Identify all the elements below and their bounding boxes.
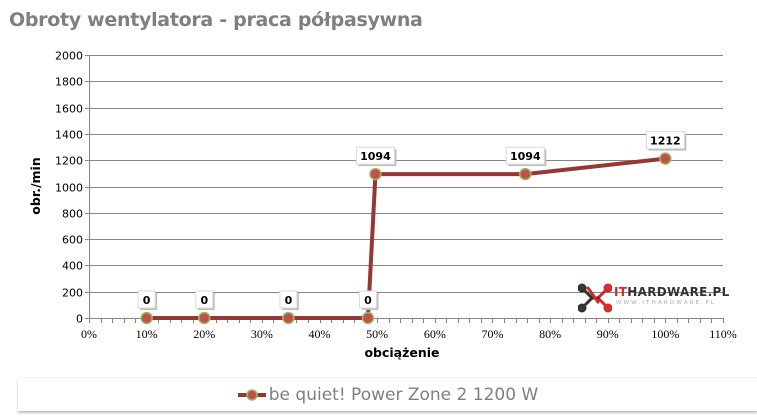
x-tick-label: 70%	[481, 327, 503, 341]
y-tick-label: 0	[76, 313, 83, 326]
ithardware-watermark: ITHARDWARE.PL WWW.ITHARDWARE.PL	[577, 282, 730, 314]
legend-series-label: be quiet! Power Zone 2 1200 W	[268, 384, 539, 405]
data-label: 1094	[510, 150, 541, 163]
series-line	[140, 152, 672, 325]
chart-title: Obroty wentylatora - praca półpasywna	[9, 9, 423, 31]
chart-legend: be quiet! Power Zone 2 1200 W	[18, 377, 757, 411]
x-tick-label: 40%	[309, 327, 331, 341]
data-label: 1212	[650, 135, 681, 148]
data-label-box	[355, 146, 395, 165]
y-axis-title: obr./min	[28, 157, 43, 214]
data-label: 0	[143, 294, 151, 307]
y-tick-label: 1000	[55, 182, 83, 195]
y-tick-label: 1400	[55, 129, 83, 142]
y-tick-label: 600	[62, 234, 83, 247]
x-tick-label: 50%	[366, 327, 388, 341]
x-axis-title: obciążenie	[364, 345, 439, 360]
data-label-box	[645, 131, 685, 150]
x-tick-label: 10%	[136, 327, 158, 341]
data-point-marker	[659, 152, 672, 165]
data-label-box	[195, 290, 214, 309]
data-point-marker	[198, 311, 211, 325]
gridlines	[89, 55, 723, 293]
data-label-box	[505, 146, 545, 165]
data-point-marker	[519, 167, 532, 181]
data-point-marker	[140, 311, 153, 325]
y-tick-label: 1600	[55, 103, 83, 116]
y-tick-label: 2000	[55, 50, 83, 63]
x-tick-label: 100%	[651, 327, 679, 341]
data-point-marker	[361, 311, 375, 325]
x-tick-label: 110%	[709, 327, 737, 341]
data-label: 0	[364, 294, 372, 307]
y-axis-ticks: 0 200 400 600 800 1000 1200 1400 1600 1800 2000	[55, 50, 83, 326]
data-label-box	[137, 290, 156, 309]
data-point-marker	[369, 167, 382, 181]
data-point-marker	[282, 311, 295, 325]
x-tick-label: 90%	[597, 327, 619, 341]
legend-line-marker-icon	[237, 388, 266, 401]
x-tick-label: 0%	[81, 327, 97, 341]
watermark-name: ITHARDWARE.PL	[614, 285, 730, 299]
x-tick-label: 60%	[424, 327, 446, 341]
y-tick-label: 800	[62, 208, 83, 221]
x-axis-ticks: 0% 10% 20% 30% 40% 50% 60% 70% 80% 90% 100% 110%	[81, 327, 737, 341]
x-tick-label: 30%	[251, 327, 273, 341]
data-label: 0	[200, 294, 208, 307]
data-label-box	[358, 290, 377, 309]
y-tick-label: 200	[62, 287, 83, 300]
ithardware-logo-icon	[577, 283, 613, 313]
y-tick-label: 1200	[55, 155, 83, 168]
x-tick-label: 20%	[193, 327, 215, 341]
y-tick-label: 400	[62, 260, 83, 273]
watermark-url: WWW.ITHARDWARE.PL	[616, 300, 717, 306]
x-tick-label: 80%	[539, 327, 561, 341]
y-tick-label: 1800	[55, 76, 83, 89]
data-label: 1094	[360, 150, 391, 163]
data-label-box	[279, 290, 298, 309]
data-labels: 0 0 0 0 1094 1094 1212	[137, 131, 687, 310]
data-label: 0	[285, 294, 293, 307]
